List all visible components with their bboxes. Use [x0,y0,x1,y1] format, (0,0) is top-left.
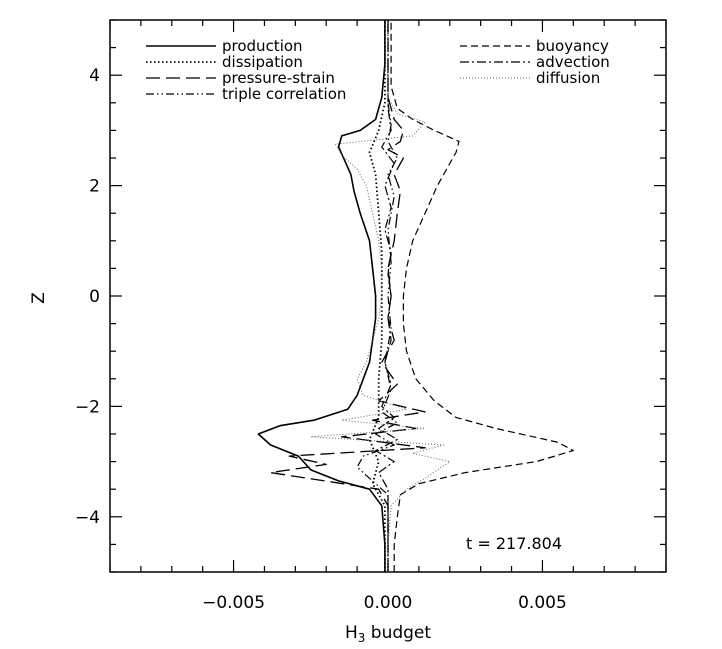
legend-label-pressure-strain: pressure-strain [222,69,335,87]
x-axis-title-main: H [345,623,358,643]
series-line-diffusion [310,20,451,572]
y-tick-label: −4 [75,508,100,528]
series-line-triple-correlation [356,20,398,572]
legend-label-dissipation: dissipation [222,53,303,71]
y-tick-label: 4 [89,66,100,86]
x-tick-label: 0.000 [364,593,413,613]
x-tick-label: −0.005 [202,593,265,613]
series-line-buoyancy [390,20,574,572]
legend: productiondissipationpressure-straintrip… [146,37,610,103]
x-axis-title-suffix: budget [365,623,431,643]
legend-label-diffusion: diffusion [536,69,600,87]
series-line-dissipation [368,20,386,572]
series-line-advection [375,20,398,572]
y-tick-label: 2 [89,177,100,197]
series-line-production [257,20,386,572]
x-tick-label: 0.005 [518,593,567,613]
tick-labels: −4 −2 0 2 4 −0.005 0.000 0.005 [75,66,567,613]
y-tick-label: 0 [89,287,100,307]
y-tick-label: −2 [75,397,100,417]
legend-label-triple-correlation: triple correlation [222,85,346,103]
series-lines [257,20,574,572]
legend-label-production: production [222,37,303,55]
plot-frame [109,19,667,573]
y-axis-title: Z [29,292,49,304]
legend-label-buoyancy: buoyancy [536,37,609,55]
axis-ticks [109,19,667,573]
legend-label-advection: advection [536,53,610,71]
time-annotation: t = 217.804 [466,534,562,553]
x-axis-title-sub: 3 [358,631,366,645]
x-axis-title: H3 budget [345,623,431,645]
series-line-pressure-strain [269,20,426,572]
